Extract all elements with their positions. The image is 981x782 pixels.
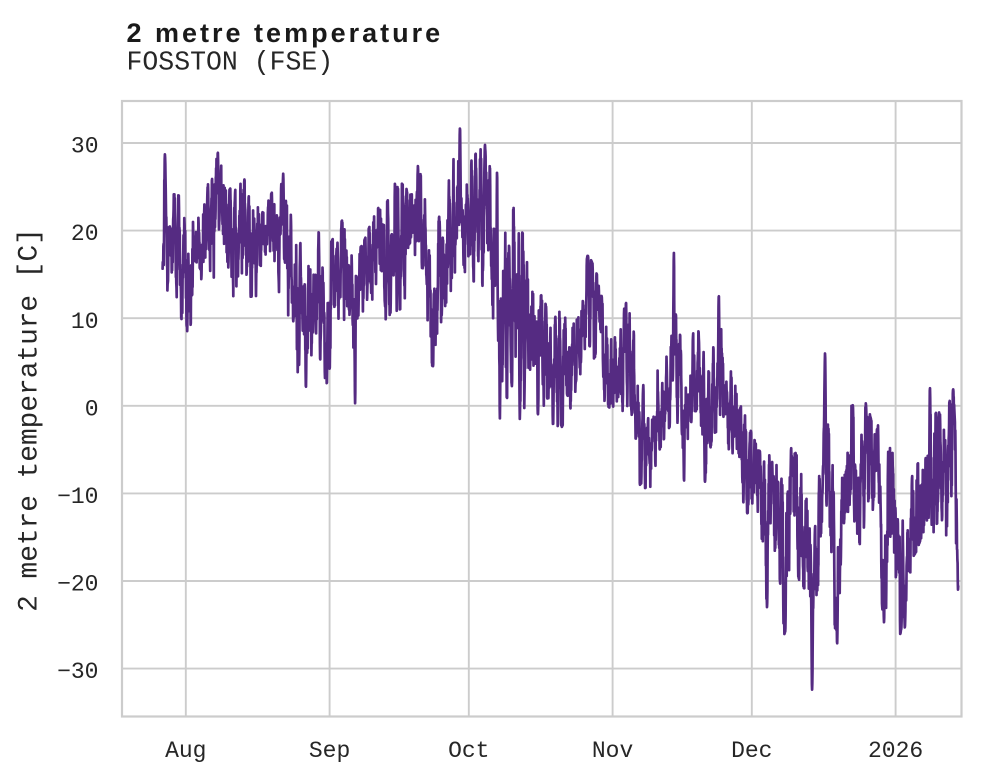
svg-text:20: 20	[71, 221, 99, 247]
svg-text:0: 0	[85, 396, 99, 422]
svg-text:Oct: Oct	[448, 738, 489, 764]
svg-text:Aug: Aug	[165, 738, 206, 764]
svg-text:−20: −20	[57, 572, 98, 598]
svg-text:FOSSTON (FSE): FOSSTON (FSE)	[127, 48, 334, 78]
svg-text:−30: −30	[57, 659, 98, 685]
svg-text:−10: −10	[57, 484, 98, 510]
svg-text:2 metre temperature: 2 metre temperature	[127, 18, 444, 48]
svg-text:10: 10	[71, 309, 99, 335]
svg-text:Nov: Nov	[592, 738, 634, 764]
svg-text:2 metre temperature [C]: 2 metre temperature [C]	[15, 228, 46, 612]
svg-text:30: 30	[71, 134, 99, 160]
svg-text:Sep: Sep	[309, 738, 350, 764]
svg-text:Dec: Dec	[731, 738, 772, 764]
svg-text:2026: 2026	[868, 738, 923, 764]
